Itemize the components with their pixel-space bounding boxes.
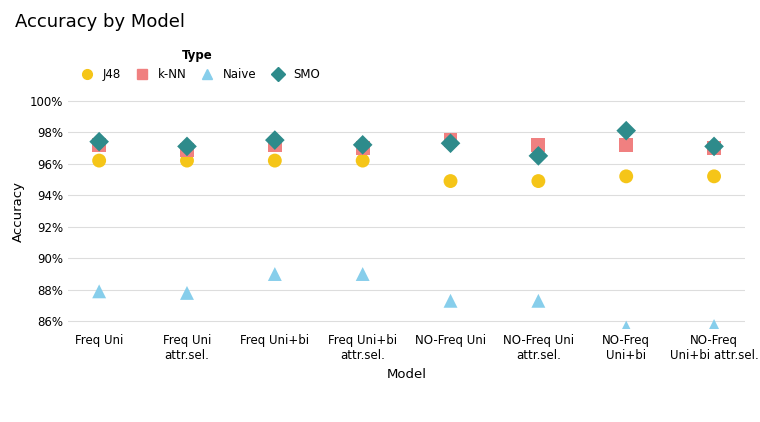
Text: Accuracy by Model: Accuracy by Model	[15, 13, 185, 31]
SMO	[445, 140, 457, 146]
SMO	[356, 141, 369, 148]
k-NN	[445, 137, 457, 143]
Y-axis label: Accuracy: Accuracy	[11, 181, 24, 241]
SMO	[269, 137, 281, 143]
Naive	[269, 271, 281, 277]
k-NN	[269, 141, 281, 148]
SMO	[708, 143, 720, 150]
k-NN	[181, 146, 193, 153]
Legend: J48, k-NN, Naive, SMO: J48, k-NN, Naive, SMO	[74, 48, 321, 82]
Naive	[620, 324, 632, 331]
k-NN	[620, 141, 632, 148]
J48	[620, 173, 632, 180]
J48	[532, 178, 544, 184]
J48	[356, 157, 369, 164]
k-NN	[93, 141, 105, 148]
J48	[269, 157, 281, 164]
J48	[708, 173, 720, 180]
k-NN	[356, 145, 369, 151]
Naive	[708, 323, 720, 330]
SMO	[181, 143, 193, 150]
X-axis label: Model: Model	[387, 368, 426, 381]
Naive	[93, 288, 105, 295]
k-NN	[532, 141, 544, 148]
SMO	[93, 138, 105, 145]
Naive	[181, 289, 193, 296]
J48	[445, 178, 457, 184]
SMO	[532, 152, 544, 159]
SMO	[620, 127, 632, 134]
Naive	[445, 298, 457, 304]
Naive	[356, 271, 369, 277]
k-NN	[708, 145, 720, 151]
J48	[93, 157, 105, 164]
J48	[181, 157, 193, 164]
Naive	[532, 298, 544, 304]
